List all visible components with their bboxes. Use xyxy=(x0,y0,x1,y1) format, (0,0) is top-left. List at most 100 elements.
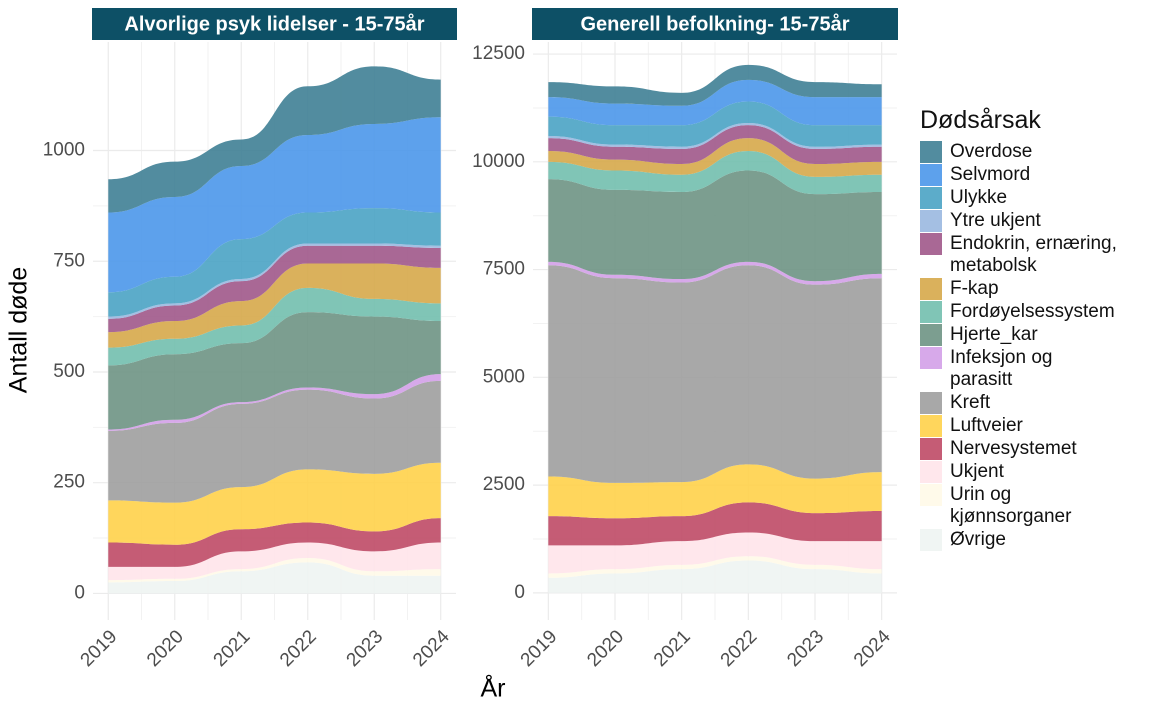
legend-label: Selvmord xyxy=(950,164,1031,185)
area xyxy=(108,380,441,503)
legend-swatch xyxy=(920,438,942,460)
legend-item: Endokrin, ernæring, metabolsk xyxy=(920,233,1150,277)
y-tick-label: 1000 xyxy=(43,140,85,161)
legend-label: Ukjent xyxy=(950,461,1004,482)
area xyxy=(548,170,882,282)
legend-label: Fordøyelsessystem xyxy=(950,301,1115,322)
legend-item: Ytre ukjent xyxy=(920,210,1150,232)
legend-label: Hjerte_kar xyxy=(950,324,1038,345)
area xyxy=(548,532,882,574)
legend-swatch xyxy=(920,461,942,483)
legend-item: Luftveier xyxy=(920,415,1150,437)
area xyxy=(548,138,882,177)
legend-swatch xyxy=(920,210,942,232)
area xyxy=(548,125,882,164)
x-tick-label: 2023 xyxy=(783,626,828,671)
area xyxy=(108,245,441,333)
legend-label: Urin og kjønnsorganer xyxy=(950,484,1072,527)
legend-item: Infeksjon og parasitt xyxy=(920,347,1150,391)
area xyxy=(108,462,441,545)
legend-swatch xyxy=(920,529,942,551)
legend-item: F-kap xyxy=(920,278,1150,300)
x-tick-label: 2023 xyxy=(343,626,388,671)
area xyxy=(108,557,441,583)
area xyxy=(548,79,882,126)
area xyxy=(108,208,441,317)
x-tick-label: 2019 xyxy=(77,626,122,671)
area xyxy=(548,502,882,546)
area xyxy=(108,263,441,348)
legend-swatch xyxy=(920,164,942,186)
x-tick-label: 2022 xyxy=(717,626,762,671)
legend-title: Dødsårsak xyxy=(920,106,1041,134)
y-tick-label: 0 xyxy=(514,582,525,603)
legend-swatch xyxy=(920,187,942,209)
area xyxy=(548,151,882,195)
area xyxy=(108,243,441,319)
panel-title: Generell befolkning- 15-75år xyxy=(581,12,850,35)
strip-background xyxy=(532,8,898,40)
legend-label: Infeksjon og parasitt xyxy=(950,347,1053,390)
y-tick-label: 0 xyxy=(74,582,85,603)
y-tick-label: 5000 xyxy=(483,366,525,387)
area xyxy=(548,560,882,593)
y-tick-label: 7500 xyxy=(483,259,525,280)
legend-item: Fordøyelsessystem xyxy=(920,301,1150,323)
y-tick-label: 10000 xyxy=(472,151,525,172)
y-tick-label: 250 xyxy=(53,472,85,493)
legend-label: Endokrin, ernæring, metabolsk xyxy=(950,233,1117,276)
area xyxy=(108,562,441,594)
area xyxy=(108,312,441,430)
x-tick-label: 2021 xyxy=(210,626,255,671)
x-axis-title: År xyxy=(481,673,506,703)
x-tick-label: 2024 xyxy=(850,626,895,671)
legend-label: Nervesystemet xyxy=(950,438,1077,459)
y-tick-label: 750 xyxy=(53,250,85,271)
area xyxy=(548,265,882,483)
legend-item: Urin og kjønnsorganer xyxy=(920,484,1150,528)
area xyxy=(548,101,882,147)
legend-swatch xyxy=(920,233,942,255)
area xyxy=(108,518,441,567)
legend-label: F-kap xyxy=(950,278,999,299)
y-tick-label: 500 xyxy=(53,361,85,382)
y-tick-label: 2500 xyxy=(483,474,525,495)
area xyxy=(548,556,882,578)
legend-swatch xyxy=(920,347,942,369)
legend: Dødsårsak Overdose Selvmord Ulykke Ytre ukj… xyxy=(920,106,1150,552)
legend-item: Ukjent xyxy=(920,461,1150,483)
legend-label: Overdose xyxy=(950,141,1033,162)
legend-item: Overdose xyxy=(920,141,1150,163)
y-axis-title: Antall døde xyxy=(5,267,33,393)
legend-item: Øvrige xyxy=(920,529,1150,551)
legend-item: Nervesystemet xyxy=(920,438,1150,460)
legend-swatch xyxy=(920,278,942,300)
legend-swatch xyxy=(920,324,942,346)
strip-background xyxy=(92,8,457,40)
legend-swatch xyxy=(920,301,942,323)
y-tick-label: 12500 xyxy=(472,43,525,64)
area xyxy=(548,261,882,285)
x-tick-label: 2019 xyxy=(517,626,562,671)
legend-label: Ytre ukjent xyxy=(950,210,1041,231)
area xyxy=(548,64,882,106)
legend-swatch xyxy=(920,141,942,163)
area xyxy=(108,287,441,366)
x-tick-label: 2024 xyxy=(409,626,454,671)
area xyxy=(108,542,441,581)
legend-swatch xyxy=(920,392,942,414)
legend-swatch xyxy=(920,484,942,506)
legend-item: Hjerte_kar xyxy=(920,324,1150,346)
legend-label: Kreft xyxy=(950,392,991,413)
x-tick-label: 2020 xyxy=(143,626,188,671)
legend-swatch xyxy=(920,415,942,437)
legend-label: Ulykke xyxy=(950,187,1008,208)
x-tick-label: 2020 xyxy=(583,626,628,671)
x-tick-label: 2022 xyxy=(276,626,321,671)
legend-label: Øvrige xyxy=(950,529,1006,550)
legend-item: Selvmord xyxy=(920,164,1150,186)
area xyxy=(548,464,882,519)
legend-item: Kreft xyxy=(920,392,1150,414)
